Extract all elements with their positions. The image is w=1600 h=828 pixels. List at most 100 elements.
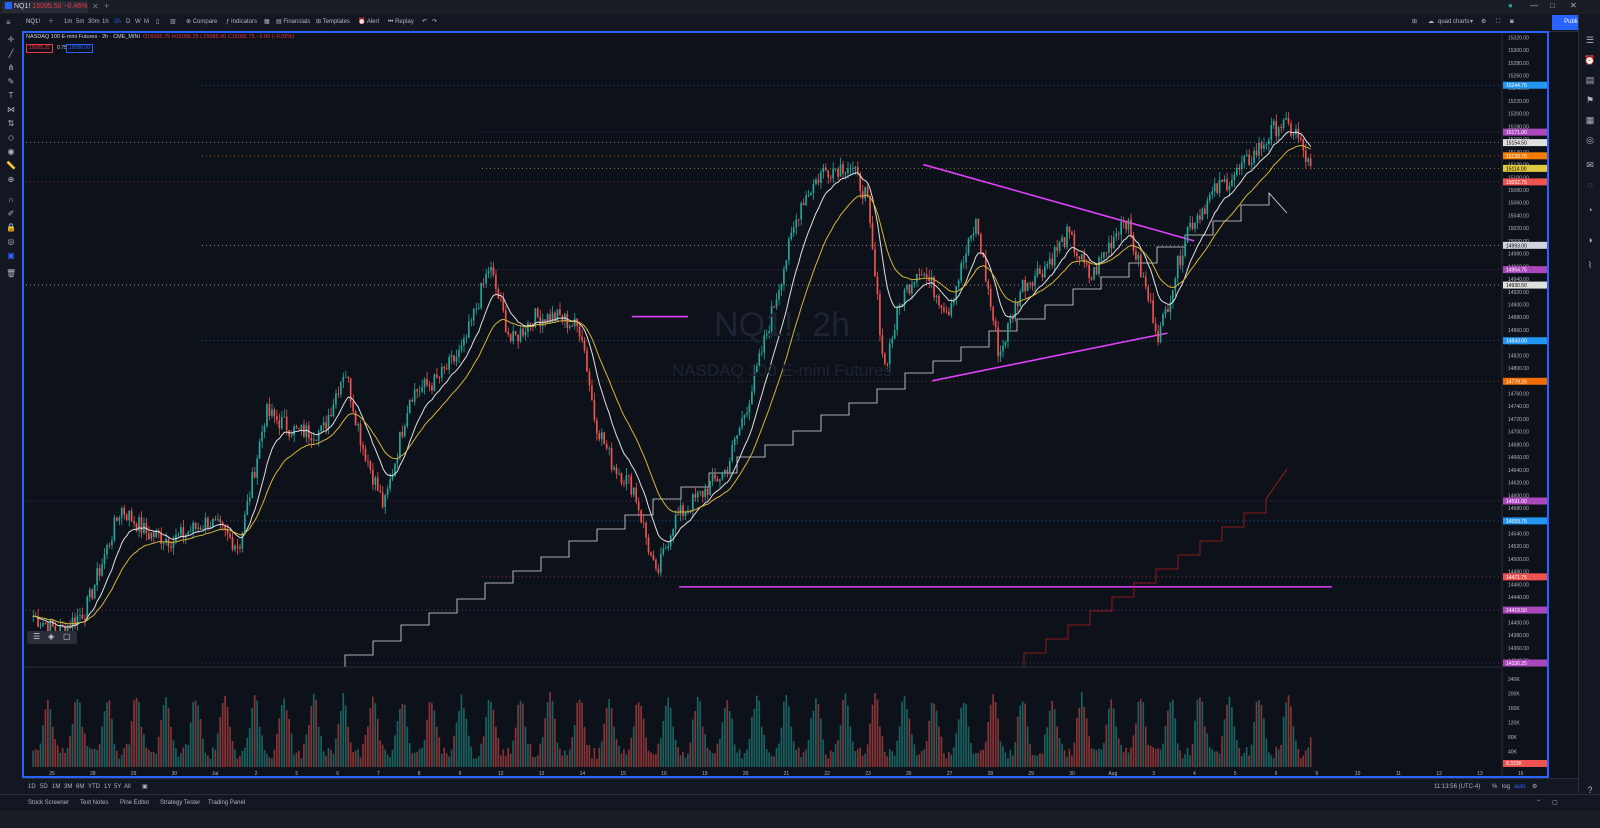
alerts-icon[interactable]: ⏰ xyxy=(1584,55,1596,65)
data-window-icon[interactable]: ▤ xyxy=(1585,75,1595,85)
pitchfork-tool-icon[interactable]: ⋔ xyxy=(7,63,15,72)
auto-scale-toggle[interactable]: auto xyxy=(1514,784,1526,790)
crosshair-icon[interactable]: ✛ xyxy=(7,35,15,44)
redo-icon[interactable]: ↷ xyxy=(432,19,438,25)
date-range-icon[interactable]: ▣ xyxy=(142,784,148,790)
chart-type-icon[interactable]: ▯ xyxy=(156,19,160,25)
maximize-icon[interactable]: □ xyxy=(1550,1,1555,10)
range-5d[interactable]: 5D xyxy=(40,784,48,790)
percent-scale-toggle[interactable]: % xyxy=(1492,784,1498,790)
menu-icon[interactable]: ≡ xyxy=(6,18,11,27)
interval-2h[interactable]: 2h xyxy=(114,19,121,25)
ruler-icon[interactable]: 📏 xyxy=(6,161,16,170)
interval-d[interactable]: D xyxy=(126,19,131,25)
expand-panel-icon[interactable]: ▢ xyxy=(1552,800,1558,806)
buy-button[interactable]: 15086.00 xyxy=(66,44,93,53)
hotlist-icon[interactable]: ⚑ xyxy=(1585,95,1595,105)
candle-body xyxy=(418,391,421,393)
range-ytd[interactable]: YTD xyxy=(88,784,100,790)
symbol-search[interactable]: NQ1! xyxy=(26,19,41,25)
tab-pine-editor[interactable]: Pine Editor xyxy=(120,800,150,806)
volume-bar xyxy=(664,705,667,767)
notifications-icon[interactable]: ◔ xyxy=(1587,205,1593,215)
shapes-tool-icon[interactable]: ◇ xyxy=(7,133,15,142)
candle-body xyxy=(647,537,650,553)
tab-trading-panel[interactable]: Trading Panel xyxy=(208,800,246,806)
range-1m[interactable]: 1M xyxy=(52,784,61,790)
zoom-icon[interactable]: ⊕ xyxy=(7,175,15,184)
indicators-button[interactable]: ƒ Indicators xyxy=(226,19,258,25)
visibility-icon[interactable]: ◈ xyxy=(48,632,55,641)
help-icon[interactable]: ? xyxy=(1587,785,1593,795)
text-tool-icon[interactable]: T xyxy=(8,91,14,100)
sync-drawings-icon[interactable]: ▣ xyxy=(7,251,15,260)
ideas-icon[interactable]: ◎ xyxy=(1586,135,1594,145)
eye-icon[interactable]: ◉ xyxy=(7,147,15,156)
fullscreen-icon[interactable]: ⛶ xyxy=(1496,19,1501,25)
alert-button[interactable]: ⏰ Alert xyxy=(358,19,380,25)
tab-text-notes[interactable]: Text Notes xyxy=(80,800,109,806)
user-avatar-icon[interactable]: ● xyxy=(1508,1,1513,10)
range-all[interactable]: All xyxy=(124,784,131,790)
chart-tab[interactable]: NQ1! 15095.50 −0.46% xyxy=(2,1,88,13)
add-symbol-icon[interactable]: ＋ xyxy=(48,19,55,25)
candle-body xyxy=(549,314,551,323)
bar-chart-icon[interactable]: ▥ xyxy=(170,19,176,25)
collapse-panel-icon[interactable]: ⌃ xyxy=(1536,800,1542,806)
chat-icon[interactable]: ✉ xyxy=(1586,160,1594,170)
trendline-tool-icon[interactable]: ╱ xyxy=(8,49,14,58)
range-6m[interactable]: 6M xyxy=(76,784,85,790)
range-5y[interactable]: 5Y xyxy=(114,784,122,790)
undo-icon[interactable]: ↶ xyxy=(422,19,428,25)
streams-icon[interactable]: ◌ xyxy=(1587,180,1593,190)
minimize-icon[interactable]: — xyxy=(1530,1,1538,10)
object-tree-icon[interactable]: ▢ xyxy=(63,632,71,641)
stay-drawing-icon[interactable]: ✐ xyxy=(7,209,15,218)
new-tab-icon[interactable]: + xyxy=(104,1,110,11)
layout-name[interactable]: quad charts xyxy=(1438,19,1470,25)
close-tab-icon[interactable]: ✕ xyxy=(92,2,99,11)
watchlist-icon[interactable]: ☰ xyxy=(1585,35,1595,45)
settings-icon[interactable]: ⚙ xyxy=(1481,19,1487,25)
hide-drawings-icon[interactable]: ◎ xyxy=(7,237,15,246)
camera-icon[interactable]: ◙ xyxy=(1510,19,1514,25)
calendar-icon[interactable]: ▦ xyxy=(1585,115,1595,125)
range-1y[interactable]: 1Y xyxy=(104,784,112,790)
brush-tool-icon[interactable]: ✎ xyxy=(7,77,15,86)
layout-grid-icon[interactable]: ⊞ xyxy=(1412,19,1418,25)
interval-1m[interactable]: 1m xyxy=(64,19,73,25)
volume-bar xyxy=(495,726,497,767)
range-3m[interactable]: 3M xyxy=(64,784,73,790)
candle-body xyxy=(1235,167,1238,175)
tab-strategy-tester[interactable]: Strategy Tester xyxy=(160,800,201,806)
interval-1h[interactable]: 1h xyxy=(102,19,109,25)
pattern-tool-icon[interactable]: ⋈ xyxy=(7,105,15,114)
price-chart[interactable]: NQ1!, 2h NASDAQ 100 E-mini Futures 15320… xyxy=(22,31,1549,778)
lock-icon[interactable]: 🔒 xyxy=(6,223,16,232)
tab-stock-screener[interactable]: Stock Screener xyxy=(28,800,70,806)
replay-button[interactable]: ⏮ Replay xyxy=(388,19,414,25)
interval-30m[interactable]: 30m xyxy=(88,19,100,25)
interval-m[interactable]: M xyxy=(144,19,149,25)
interval-w[interactable]: W xyxy=(135,19,141,25)
trash-icon[interactable]: 🗑 xyxy=(6,269,17,278)
range-1d[interactable]: 1D xyxy=(28,784,36,790)
forecast-tool-icon[interactable]: ⇅ xyxy=(7,119,15,128)
layout-dropdown-icon[interactable]: ▾ xyxy=(1470,19,1474,25)
log-scale-toggle[interactable]: log xyxy=(1502,784,1511,790)
financials-button[interactable]: ▤ Financials xyxy=(276,19,311,25)
layouts-icon[interactable]: ▦ xyxy=(264,19,270,25)
volume-bar xyxy=(61,748,64,767)
magnet-icon[interactable]: ∩ xyxy=(8,195,14,204)
depth-icon[interactable]: ⌇ xyxy=(1587,260,1593,270)
sell-button[interactable]: 15085.25 xyxy=(26,44,53,53)
settings-small-icon[interactable]: ⚙ xyxy=(1532,784,1538,790)
candle-body xyxy=(1019,291,1022,307)
drag-handle-icon[interactable]: ☰ xyxy=(33,632,41,641)
compare-button[interactable]: ⊕ Compare xyxy=(186,19,218,25)
candle-body xyxy=(263,426,266,432)
order-panel-icon[interactable]: ◑ xyxy=(1587,235,1593,245)
interval-5m[interactable]: 5m xyxy=(76,19,85,25)
templates-button[interactable]: ⊞ Templates xyxy=(316,19,350,25)
window-close-icon[interactable]: ✕ xyxy=(1570,1,1577,10)
